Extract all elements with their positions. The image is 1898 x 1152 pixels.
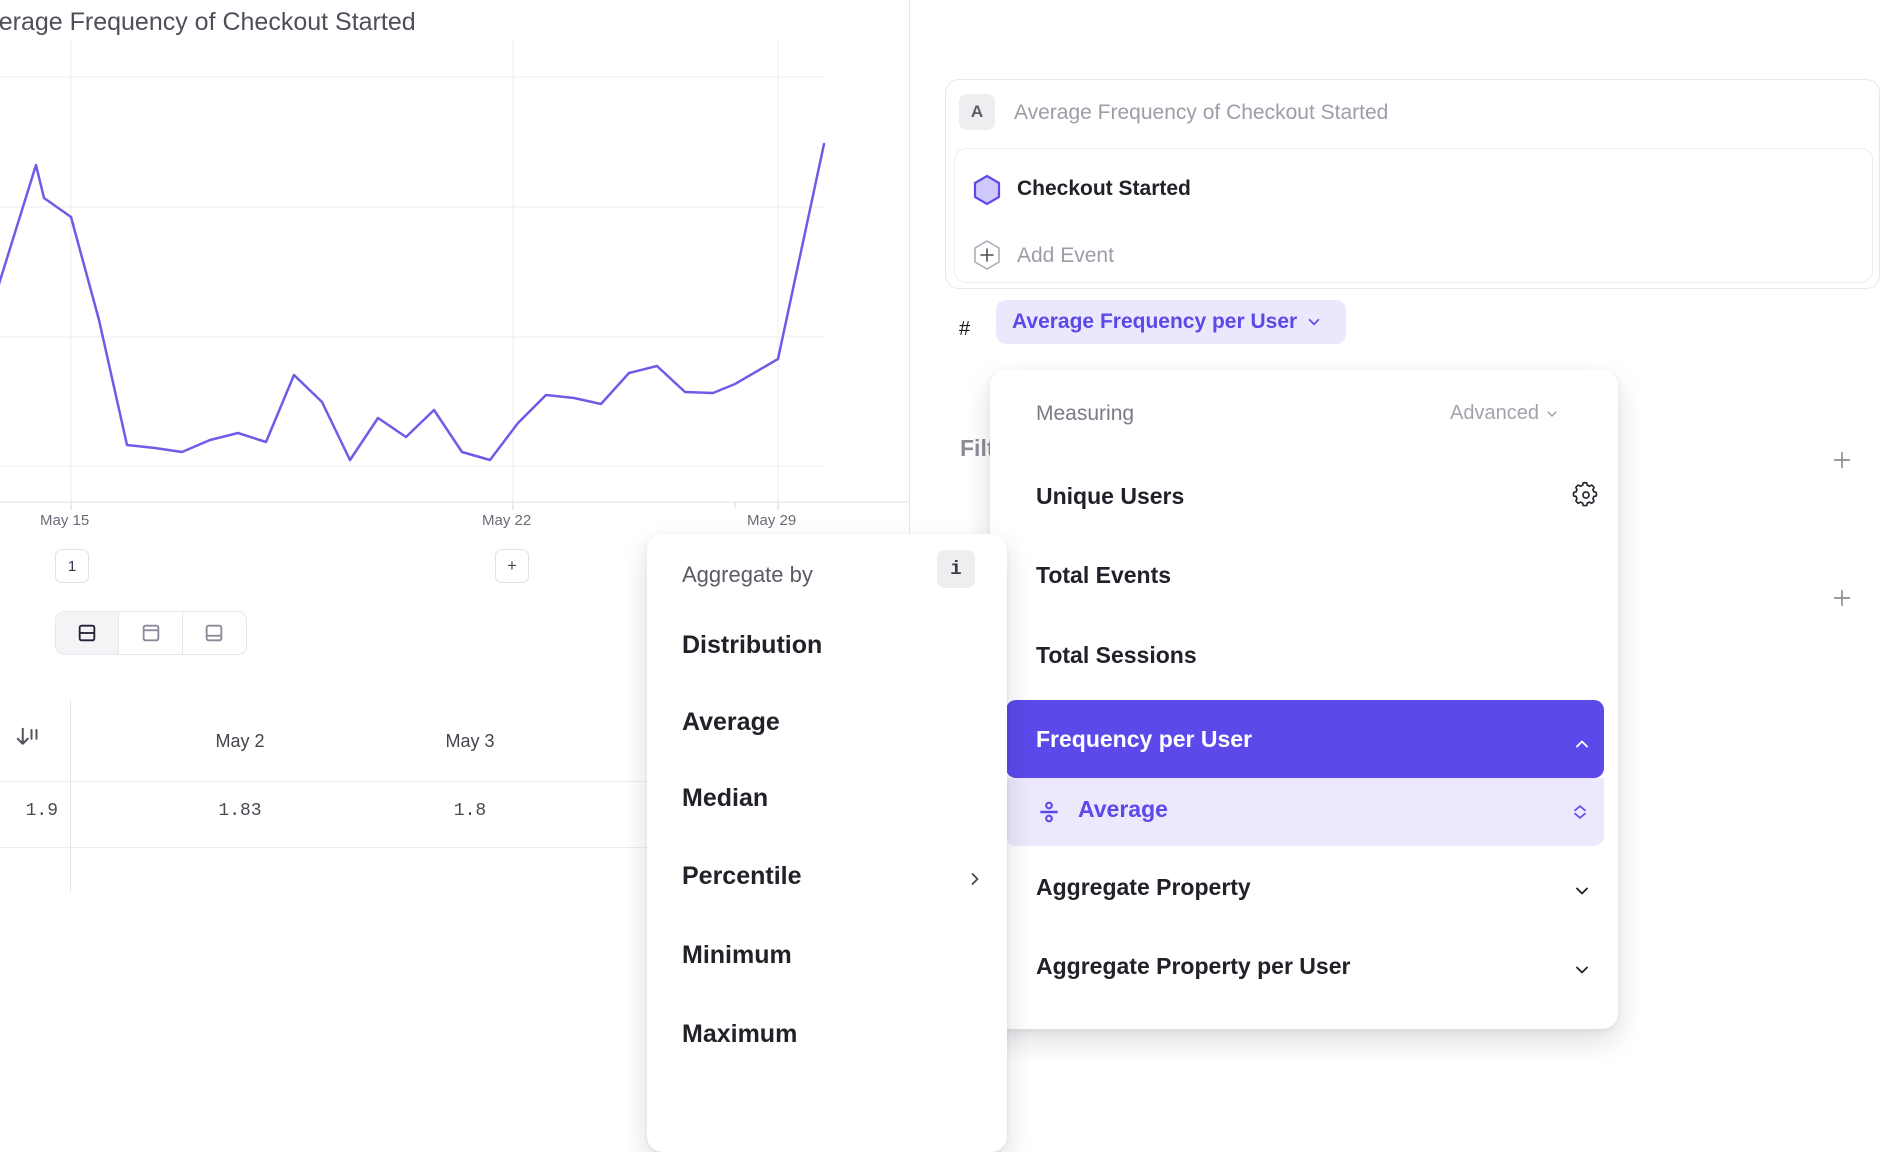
svg-text:Average Frequency of Checkout: Average Frequency of Checkout Started	[0, 8, 416, 36]
